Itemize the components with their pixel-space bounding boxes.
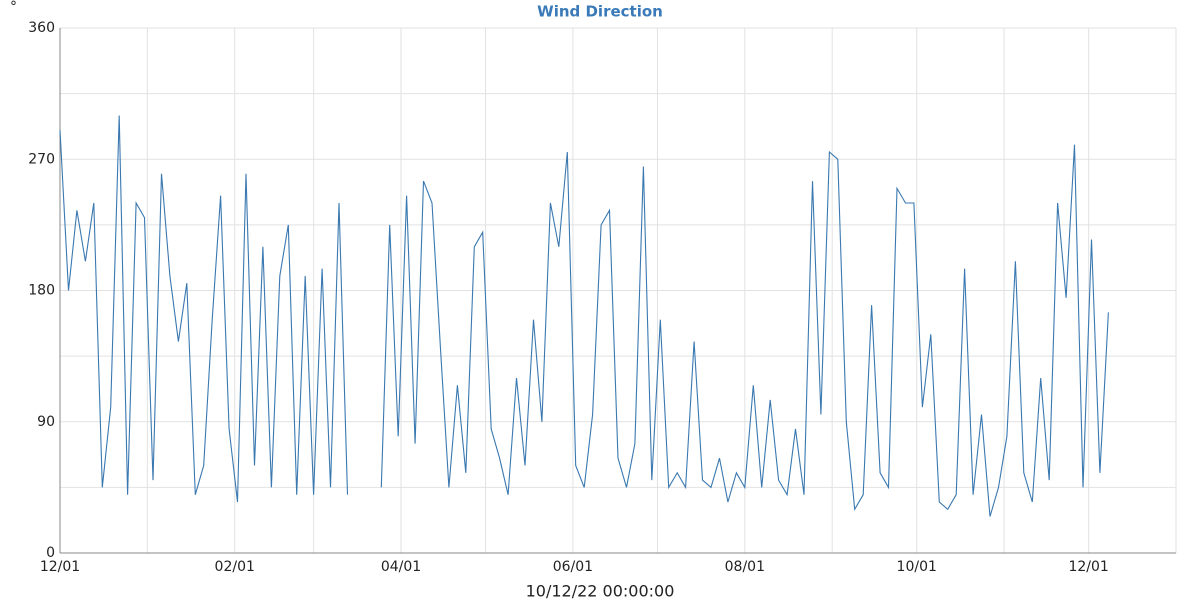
x-axis-label: 10/12/22 00:00:00 [526, 582, 675, 600]
x-tick-label: 06/01 [553, 559, 593, 575]
y-tick-label: 270 [28, 151, 55, 167]
x-tick-label: 10/01 [897, 559, 937, 575]
y-tick-label: 90 [37, 414, 55, 430]
y-tick-label: 360 [28, 20, 55, 36]
y-tick-label: 180 [28, 283, 55, 299]
x-tick-label: 08/01 [725, 559, 765, 575]
x-tick-label: 12/01 [1068, 559, 1108, 575]
y-tick-label: 0 [46, 545, 55, 561]
y-axis-label: ° [10, 0, 17, 15]
x-tick-label: 12/01 [40, 559, 80, 575]
chart-title: Wind Direction [537, 3, 663, 21]
line [380, 144, 1109, 517]
x-tick-label: 02/01 [215, 559, 255, 575]
x-tick-label: 04/01 [381, 559, 421, 575]
line [59, 115, 349, 503]
